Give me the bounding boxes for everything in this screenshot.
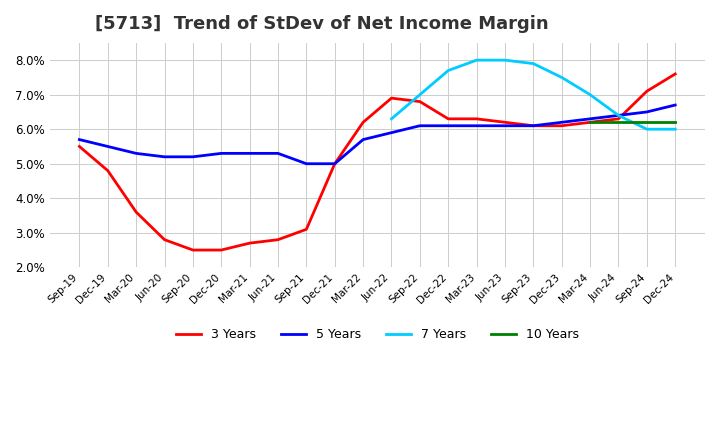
Legend: 3 Years, 5 Years, 7 Years, 10 Years: 3 Years, 5 Years, 7 Years, 10 Years: [171, 323, 584, 346]
5 Years: [104, 144, 112, 149]
10 Years: [586, 120, 595, 125]
5 Years: [387, 130, 396, 135]
7 Years: [642, 127, 651, 132]
3 Years: [302, 227, 311, 232]
5 Years: [132, 151, 140, 156]
7 Years: [387, 116, 396, 121]
3 Years: [330, 161, 339, 166]
3 Years: [529, 123, 538, 128]
3 Years: [189, 247, 197, 253]
3 Years: [104, 168, 112, 173]
Text: [5713]  Trend of StDev of Net Income Margin: [5713] Trend of StDev of Net Income Marg…: [96, 15, 549, 33]
5 Years: [642, 109, 651, 114]
3 Years: [160, 237, 168, 242]
5 Years: [302, 161, 311, 166]
3 Years: [642, 88, 651, 94]
5 Years: [671, 103, 680, 108]
10 Years: [642, 120, 651, 125]
3 Years: [75, 144, 84, 149]
7 Years: [444, 68, 453, 73]
5 Years: [472, 123, 481, 128]
3 Years: [671, 71, 680, 77]
7 Years: [500, 58, 509, 63]
3 Years: [500, 120, 509, 125]
3 Years: [132, 209, 140, 215]
5 Years: [444, 123, 453, 128]
3 Years: [387, 95, 396, 101]
5 Years: [217, 151, 225, 156]
5 Years: [500, 123, 509, 128]
5 Years: [160, 154, 168, 159]
5 Years: [359, 137, 367, 142]
3 Years: [472, 116, 481, 121]
7 Years: [586, 92, 595, 97]
5 Years: [274, 151, 282, 156]
5 Years: [557, 120, 566, 125]
3 Years: [415, 99, 424, 104]
3 Years: [246, 241, 254, 246]
3 Years: [217, 247, 225, 253]
5 Years: [586, 116, 595, 121]
5 Years: [75, 137, 84, 142]
7 Years: [614, 113, 623, 118]
5 Years: [415, 123, 424, 128]
Line: 3 Years: 3 Years: [79, 74, 675, 250]
5 Years: [614, 113, 623, 118]
10 Years: [614, 120, 623, 125]
Line: 5 Years: 5 Years: [79, 105, 675, 164]
Line: 7 Years: 7 Years: [392, 60, 675, 129]
7 Years: [557, 75, 566, 80]
3 Years: [274, 237, 282, 242]
3 Years: [586, 120, 595, 125]
3 Years: [557, 123, 566, 128]
3 Years: [359, 120, 367, 125]
5 Years: [189, 154, 197, 159]
7 Years: [472, 58, 481, 63]
3 Years: [614, 116, 623, 121]
5 Years: [529, 123, 538, 128]
7 Years: [415, 92, 424, 97]
5 Years: [330, 161, 339, 166]
5 Years: [246, 151, 254, 156]
10 Years: [671, 120, 680, 125]
3 Years: [444, 116, 453, 121]
7 Years: [671, 127, 680, 132]
7 Years: [529, 61, 538, 66]
